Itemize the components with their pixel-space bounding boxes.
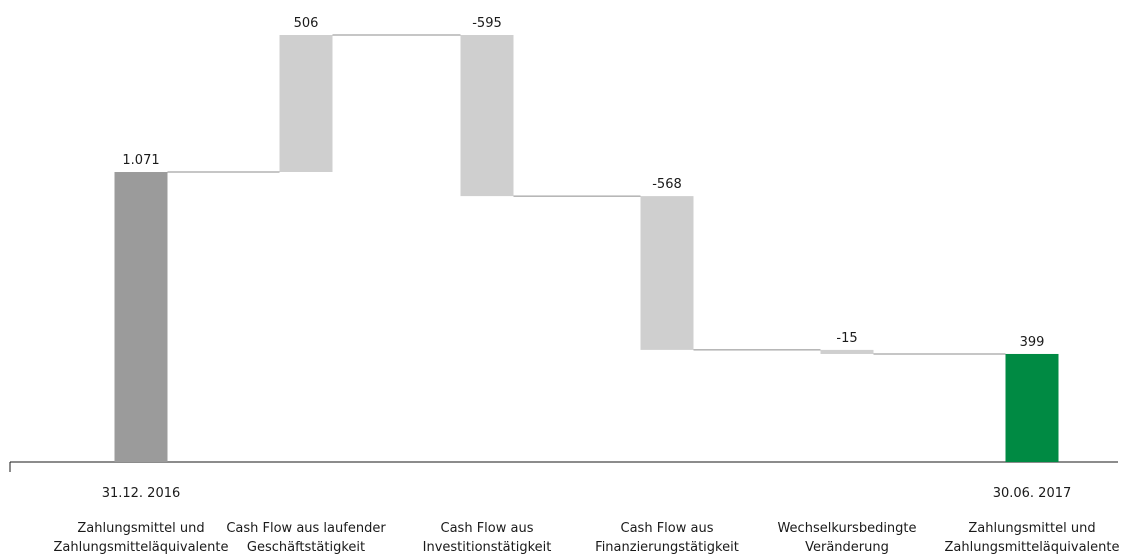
category-label-line: Cash Flow aus bbox=[441, 521, 534, 536]
bars bbox=[114, 35, 1059, 462]
value-labels: 1.071 506 -595 -568 -15 399 bbox=[122, 16, 1044, 350]
value-label-5: 399 bbox=[1020, 335, 1045, 350]
bar-3 bbox=[640, 196, 694, 350]
category-label-3: Cash Flow aus Finanzierungstätigkeit bbox=[595, 521, 739, 555]
category-label-line: Veränderung bbox=[805, 540, 889, 555]
bar-5 bbox=[1005, 353, 1059, 462]
category-label-line: Geschäftstätigkeit bbox=[247, 540, 365, 555]
bar-0 bbox=[114, 172, 168, 462]
date-label-0: 31.12. 2016 bbox=[102, 486, 181, 501]
value-label-1: 506 bbox=[294, 16, 319, 31]
date-labels: 31.12. 2016 30.06. 2017 bbox=[102, 486, 1072, 501]
bar-4 bbox=[820, 349, 874, 354]
value-label-4: -15 bbox=[836, 331, 857, 346]
category-label-line: Zahlungsmittel und bbox=[77, 521, 204, 536]
value-label-0: 1.071 bbox=[122, 153, 159, 168]
connector-lines bbox=[167, 34, 1006, 355]
date-label-5: 30.06. 2017 bbox=[993, 486, 1072, 501]
category-label-line: Investitionstätigkeit bbox=[423, 540, 552, 555]
category-label-line: Cash Flow aus laufender bbox=[226, 521, 386, 536]
category-label-5: Zahlungsmittel und Zahlungsmitteläquivale… bbox=[945, 521, 1120, 555]
category-label-line: Wechselkursbedingte bbox=[777, 521, 916, 536]
bar-2 bbox=[460, 35, 514, 197]
value-label-3: -568 bbox=[652, 177, 682, 192]
category-label-4: Wechselkursbedingte Veränderung bbox=[777, 521, 916, 555]
category-label-line: Cash Flow aus bbox=[621, 521, 714, 536]
category-label-2: Cash Flow aus Investitionstätigkeit bbox=[423, 521, 552, 555]
bar-1 bbox=[279, 35, 333, 173]
category-label-line: Finanzierungstätigkeit bbox=[595, 540, 739, 555]
category-label-line: Zahlungsmitteläquivalente bbox=[54, 540, 229, 555]
category-label-1: Cash Flow aus laufender Geschäftstätigkei… bbox=[226, 521, 386, 555]
category-label-0: Zahlungsmittel und Zahlungsmitteläquivale… bbox=[54, 521, 229, 555]
category-label-line: Zahlungsmitteläquivalente bbox=[945, 540, 1120, 555]
category-labels: Zahlungsmittel und Zahlungsmitteläquivale… bbox=[54, 521, 1120, 555]
category-label-line: Zahlungsmittel und bbox=[968, 521, 1095, 536]
value-label-2: -595 bbox=[472, 16, 502, 31]
